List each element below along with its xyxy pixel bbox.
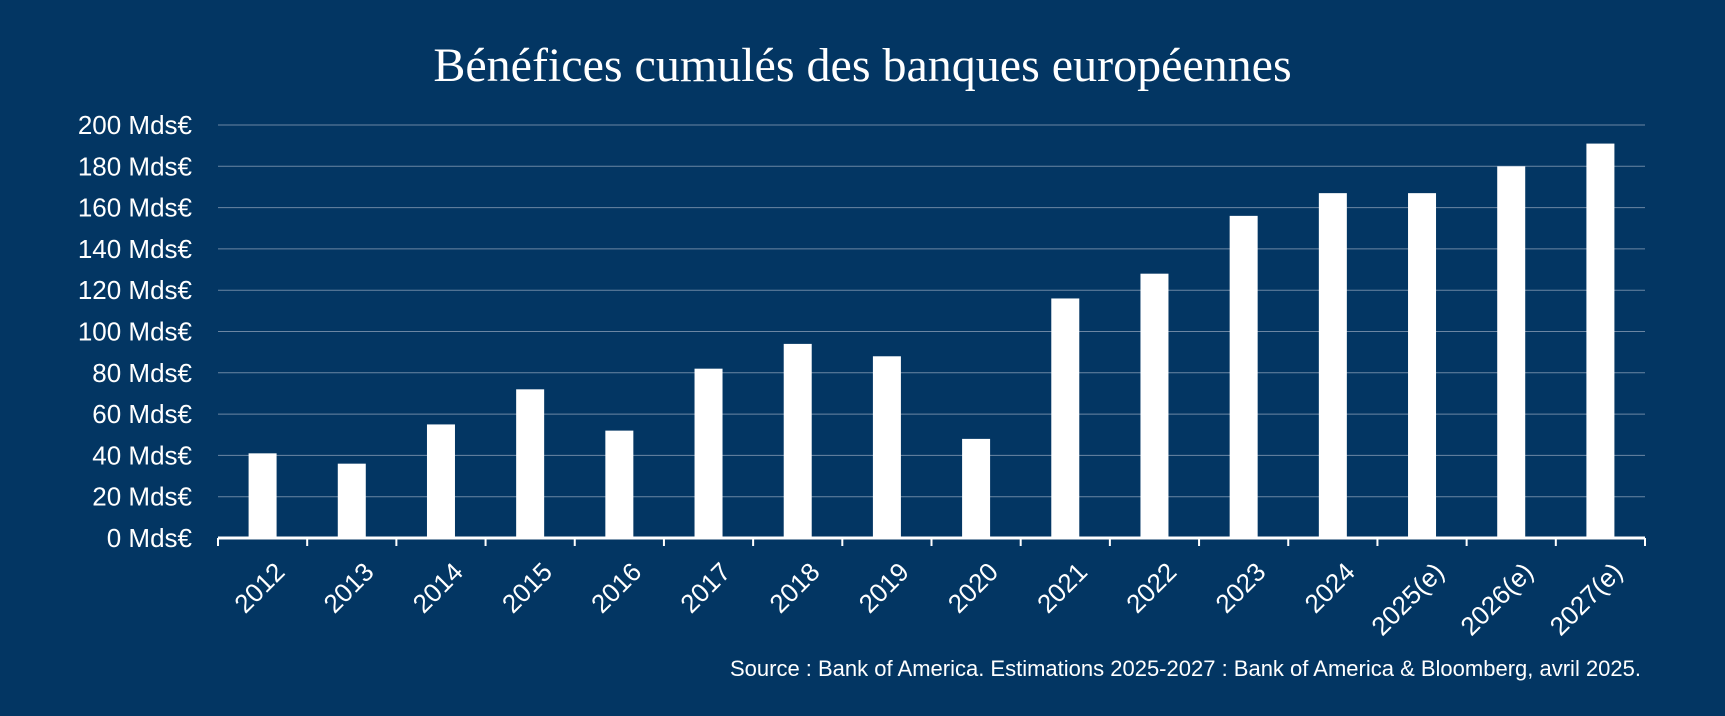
bar: [1229, 215, 1258, 539]
y-tick-label: 80 Mds€: [92, 358, 192, 388]
bar: [1586, 143, 1615, 538]
y-tick-label: 200 Mds€: [78, 110, 193, 140]
y-tick-label: 40 Mds€: [92, 440, 192, 470]
bar: [1318, 193, 1347, 538]
x-tick-label: 2026(e): [1454, 557, 1539, 642]
y-tick-label: 160 Mds€: [78, 193, 193, 223]
bar: [694, 368, 723, 538]
bar: [516, 389, 545, 538]
source-note: Source : Bank of America. Estimations 20…: [729, 656, 1641, 681]
x-tick-label: 2015: [496, 557, 558, 619]
x-tick-label: 2020: [942, 557, 1004, 619]
x-tick-label: 2013: [317, 557, 379, 619]
bar: [783, 343, 812, 538]
bar: [1497, 166, 1526, 539]
x-tick-label: 2016: [585, 557, 647, 619]
x-tick-label: 2017: [674, 557, 736, 619]
y-tick-label: 180 Mds€: [78, 151, 193, 181]
bar: [1408, 193, 1437, 538]
bar: [337, 463, 366, 538]
y-tick-label: 0 Mds€: [107, 523, 193, 553]
y-tick-label: 100 Mds€: [78, 317, 193, 347]
bar: [962, 438, 991, 538]
bar: [248, 453, 277, 538]
x-tick-label: 2018: [763, 557, 825, 619]
bar: [605, 430, 634, 538]
y-tick-label: 20 Mds€: [92, 482, 192, 512]
x-tick-label: 2014: [407, 557, 469, 619]
y-tick-label: 140 Mds€: [78, 234, 193, 264]
x-tick-label: 2024: [1299, 557, 1361, 619]
bar: [1051, 298, 1080, 538]
x-tick-label: 2012: [228, 557, 290, 619]
y-tick-label: 120 Mds€: [78, 275, 193, 305]
x-tick-label: 2021: [1031, 557, 1093, 619]
bar: [872, 356, 901, 538]
chart-title: Bénéfices cumulés des banques européenne…: [433, 39, 1292, 92]
bar: [426, 424, 455, 538]
x-tick-label: 2019: [853, 557, 915, 619]
x-tick-label: 2022: [1120, 557, 1182, 619]
x-tick-label: 2027(e): [1544, 557, 1629, 642]
x-tick-label: 2023: [1209, 557, 1271, 619]
x-tick-label: 2025(e): [1365, 557, 1450, 642]
bar: [1140, 273, 1169, 538]
y-tick-label: 60 Mds€: [92, 399, 192, 429]
